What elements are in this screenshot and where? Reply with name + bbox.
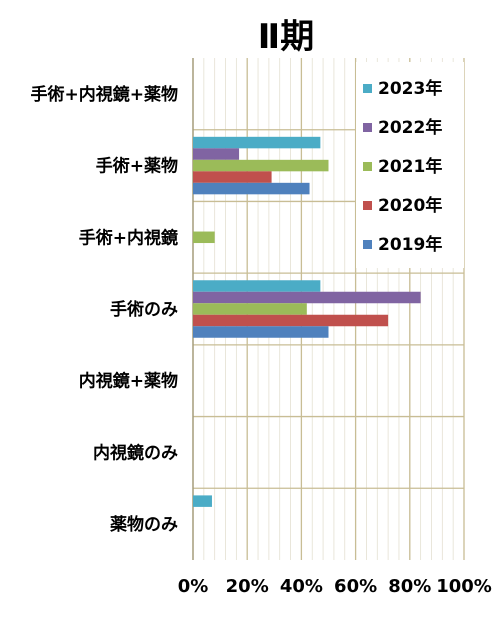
category-label: 手術+内視鏡 (79, 227, 178, 248)
legend-label: 2021年 (378, 156, 442, 177)
legend-swatch (363, 123, 372, 132)
x-tick-label: 100% (436, 576, 492, 597)
bar-2022年-手術のみ (193, 291, 421, 304)
bars (193, 136, 421, 507)
bar-2022年-手術+薬物 (193, 148, 240, 160)
x-tick-labels: 0% 20% 40% 60% 80% 100% (178, 576, 492, 597)
bar-2021年-手術+内視鏡 (193, 231, 215, 244)
chart-title: Ⅱ期 (258, 17, 314, 57)
bar-2023年-手術のみ (193, 280, 321, 292)
legend-background (356, 62, 464, 268)
legend-label: 2023年 (378, 78, 442, 99)
x-tick-label: 80% (388, 576, 431, 597)
bar-2019年-手術のみ (193, 326, 329, 338)
x-tick-label: 20% (226, 576, 269, 597)
legend-label: 2022年 (378, 117, 442, 138)
x-tick-label: 40% (280, 576, 323, 597)
bar-2023年-手術+薬物 (193, 136, 321, 149)
category-label: 内視鏡のみ (93, 442, 178, 463)
legend-label: 2019年 (378, 234, 442, 255)
category-label: 手術+内視鏡+薬物 (31, 84, 179, 105)
bar-2019年-手術+薬物 (193, 182, 310, 195)
bar-2020年-手術のみ (193, 314, 389, 327)
category-label: 手術+薬物 (96, 156, 178, 177)
legend: 2023年 2022年 2021年 2020年 2019年 (356, 62, 464, 268)
legend-swatch (363, 84, 372, 93)
bar-2020年-手術+薬物 (193, 171, 272, 183)
x-tick-label: 0% (178, 576, 209, 597)
legend-swatch (363, 240, 372, 249)
category-label: 内視鏡+薬物 (79, 371, 178, 392)
legend-swatch (363, 162, 372, 171)
bar-2023年-薬物のみ (193, 495, 212, 507)
legend-label: 2020年 (378, 195, 442, 216)
category-label: 手術のみ (110, 299, 178, 320)
x-tick-label: 60% (334, 576, 377, 597)
legend-swatch (363, 201, 372, 210)
category-label: 薬物のみ (110, 514, 178, 535)
bar-2021年-手術のみ (193, 303, 307, 315)
bar-2021年-手術+薬物 (193, 159, 329, 172)
